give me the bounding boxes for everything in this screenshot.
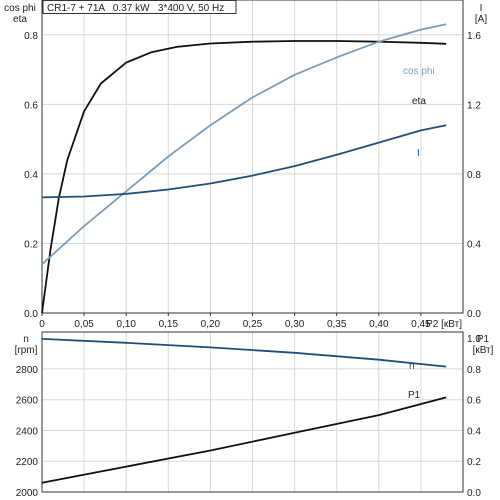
chart-title-box: [42, 0, 237, 14]
x-tick-label: 0,20: [201, 319, 221, 330]
x-tick-label: 0,25: [243, 319, 263, 330]
series-label-cos-phi: cos phi: [403, 66, 435, 77]
speed-tick-label: 2800: [16, 365, 39, 376]
right-tick-label: 0.0: [467, 309, 481, 320]
power-tick-label: 0.8: [467, 365, 481, 376]
speed-tick-label: 2000: [16, 488, 39, 499]
left-tick-label: 0.4: [24, 170, 38, 181]
top-left-axis-ticks: 0.0 0.2 0.4 0.6 0.8: [24, 31, 38, 320]
top-chart-series: [41, 23, 447, 314]
speed-tick-label: 2400: [16, 426, 39, 437]
right-tick-label: 1.2: [467, 100, 481, 111]
right-axis-label-line2: [A]: [475, 14, 487, 25]
power-axis-label-line2: [кВт]: [473, 345, 494, 356]
top-right-axis-ticks: 0.0 0.4 0.8 1.2 1.6: [467, 31, 481, 320]
left-axis-label-line1: cos phi: [4, 3, 36, 14]
left-tick-label: 0.6: [24, 100, 38, 111]
power-axis-label-line1: P1: [477, 334, 490, 345]
right-tick-label: 0.4: [467, 239, 481, 250]
series-label-eta: eta: [412, 96, 426, 107]
x-tick-label: 0: [39, 319, 45, 330]
x-tick-label: 0,45: [411, 319, 431, 330]
x-tick-label: 0,15: [159, 319, 179, 330]
chart-title: CR1-7 + 71A 0.37 kW 3*400 V, 50 Hz: [47, 3, 224, 14]
x-tick-label: 0,30: [285, 319, 305, 330]
right-axis-label-line1: I: [480, 3, 483, 14]
power-tick-label: 1.0: [467, 334, 481, 345]
power-tick-label: 0.4: [467, 426, 481, 437]
x-axis-ticks: 0 0,05 0,10 0,15 0,20 0,25 0,30 0,35 0,40 0,45: [39, 313, 431, 330]
power-tick-label: 0.2: [467, 457, 481, 468]
left-tick-label: 0.0: [24, 309, 38, 320]
left-tick-label: 0.2: [24, 239, 38, 250]
right-tick-label: 1.6: [467, 31, 481, 42]
speed-tick-label: 2600: [16, 396, 39, 407]
x-tick-label: 0,10: [116, 319, 136, 330]
x-tick-label: 0,35: [327, 319, 347, 330]
power-tick-label: 0.6: [467, 396, 481, 407]
speed-axis-label-line2: [rpm]: [15, 345, 38, 356]
power-tick-label: 0.0: [467, 488, 481, 499]
series-label-p1: P1: [408, 390, 421, 401]
top-series-eta-line: [41, 40, 447, 314]
bottom-series-n-line: [41, 338, 447, 368]
bottom-chart-frame: [41, 331, 464, 493]
speed-tick-label: 2200: [16, 457, 39, 468]
top-series-cos-phi-line: [41, 23, 447, 265]
x-tick-label: 0,40: [369, 319, 389, 330]
bottom-chart-series: [41, 338, 447, 484]
left-axis-label-line2: eta: [13, 14, 27, 25]
top-series-i-line: [41, 124, 447, 199]
left-tick-label: 0.8: [24, 31, 38, 42]
right-tick-label: 0.8: [467, 170, 481, 181]
x-tick-label: 0,05: [74, 319, 94, 330]
speed-axis-label-line1: n: [23, 334, 29, 345]
x-axis-label: P2 [кВт]: [426, 319, 462, 330]
series-label-n: n: [409, 361, 415, 372]
bottom-right-axis-ticks: 0.0 0.2 0.4 0.6 0.8 1.0: [467, 334, 481, 499]
bottom-series-p1-line: [41, 396, 447, 484]
bottom-left-axis-ticks: 2000 2200 2400 2600 2800: [16, 365, 39, 499]
series-label-i: I: [417, 148, 420, 159]
